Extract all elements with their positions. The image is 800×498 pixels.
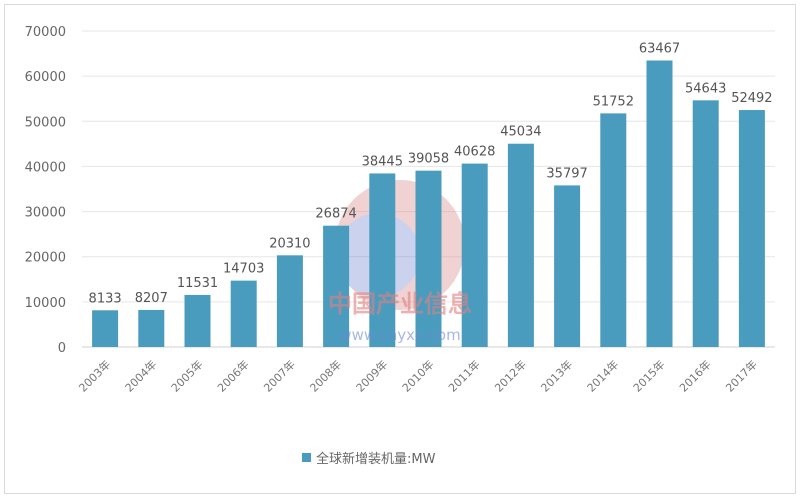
bar xyxy=(276,255,303,347)
bar xyxy=(369,173,396,347)
x-tick-label: 2003年 xyxy=(76,357,113,394)
data-label: 52492 xyxy=(731,91,772,106)
y-tick-label: 0 xyxy=(58,341,66,356)
watermark-url: www.chyxx.com xyxy=(339,326,460,344)
y-tick-label: 70000 xyxy=(25,25,66,40)
x-tick-label: 2010年 xyxy=(399,357,436,394)
x-tick-label: 2008年 xyxy=(307,357,344,394)
data-label: 39058 xyxy=(408,152,449,167)
y-tick-label: 50000 xyxy=(25,115,66,130)
bar xyxy=(600,113,627,348)
bar xyxy=(184,294,211,347)
y-tick-label: 60000 xyxy=(25,70,66,85)
data-label: 63467 xyxy=(639,41,680,56)
data-label: 8133 xyxy=(89,291,122,306)
data-label: 54643 xyxy=(685,81,726,96)
y-tick-label: 20000 xyxy=(25,251,66,266)
x-tick-label: 2011年 xyxy=(445,357,482,394)
x-tick-label: 2006年 xyxy=(214,357,251,394)
x-tick-label: 2016年 xyxy=(676,357,713,394)
bar xyxy=(415,170,442,347)
data-label: 20310 xyxy=(269,236,310,251)
data-label: 8207 xyxy=(135,291,168,306)
data-label: 11531 xyxy=(177,276,218,291)
y-tick-label: 30000 xyxy=(25,206,66,221)
bar xyxy=(323,225,350,347)
bar xyxy=(646,60,673,348)
data-label: 38445 xyxy=(362,154,403,169)
legend-swatch xyxy=(302,453,311,462)
x-tick-label: 2012年 xyxy=(492,357,529,394)
data-label: 40628 xyxy=(454,145,495,160)
data-label: 51752 xyxy=(593,94,634,109)
x-tick-label: 2014年 xyxy=(584,357,621,394)
data-label: 26874 xyxy=(315,207,356,222)
bar xyxy=(507,143,534,347)
x-tick-label: 2013年 xyxy=(538,357,575,394)
y-tick-label: 40000 xyxy=(25,160,66,175)
bar xyxy=(92,310,119,347)
x-tick-label: 2009年 xyxy=(353,357,390,394)
bar xyxy=(692,100,719,347)
chart-frame xyxy=(4,4,796,494)
legend: 全球新增装机量:MW xyxy=(302,448,435,467)
x-tick-label: 2017年 xyxy=(723,357,760,394)
x-tick-label: 2007年 xyxy=(261,357,298,394)
bar xyxy=(554,185,581,347)
bar xyxy=(738,110,765,347)
data-label: 45034 xyxy=(500,125,541,140)
y-tick-label: 10000 xyxy=(25,296,66,311)
watermark-text: 中国产业信息 xyxy=(328,290,472,318)
x-tick-label: 2005年 xyxy=(168,357,205,394)
legend-label: 全球新增装机量:MW xyxy=(316,452,436,467)
bar xyxy=(230,280,257,347)
data-label: 14703 xyxy=(223,262,264,277)
bar xyxy=(461,163,488,347)
x-tick-label: 2004年 xyxy=(122,357,159,394)
bar xyxy=(138,309,165,347)
data-label: 35797 xyxy=(546,166,587,181)
x-tick-label: 2015年 xyxy=(630,357,667,394)
